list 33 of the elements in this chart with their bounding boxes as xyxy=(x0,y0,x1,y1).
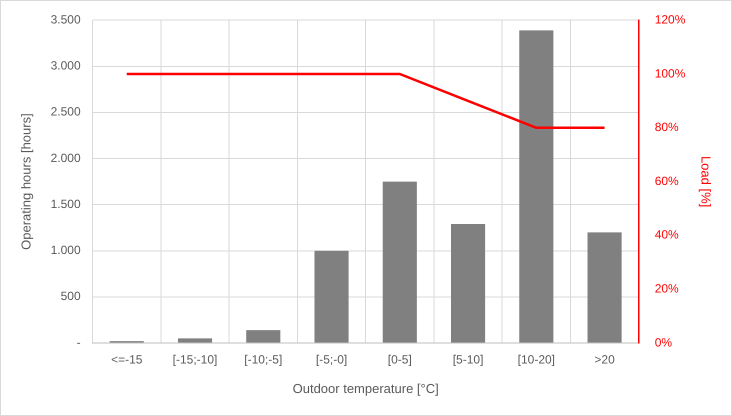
bar xyxy=(450,224,486,342)
y2-axis-title: Load [%] xyxy=(698,156,714,208)
x-tick-label: [-5;-0] xyxy=(316,352,348,367)
y2-tick-label: 80% xyxy=(654,120,680,134)
y-tick-label: 500 xyxy=(60,289,81,304)
x-tick-label: [0-5] xyxy=(388,352,412,367)
y-tick-label: 1.000 xyxy=(50,243,81,258)
y-tick-label: - xyxy=(76,335,81,350)
bar xyxy=(314,250,349,342)
y-tick-label: 3.500 xyxy=(50,12,81,27)
y-tick-label: 2.500 xyxy=(50,104,81,119)
y2-tick-label: 100% xyxy=(654,66,686,80)
y-tick-label: 3.000 xyxy=(50,58,81,73)
y2-tick-label: 40% xyxy=(654,228,680,242)
y-tick-label: 2.000 xyxy=(50,150,81,165)
bar xyxy=(246,330,280,342)
x-tick-label: <=-15 xyxy=(111,352,143,367)
y-axis-title: Operating hours [hours] xyxy=(18,113,34,250)
bar xyxy=(178,338,212,342)
x-axis-title: Outdoor temperature [°C] xyxy=(292,380,439,396)
x-tick-label: [5-10] xyxy=(452,352,484,367)
x-tick-label: [-15;-10] xyxy=(172,352,218,367)
bar xyxy=(588,232,622,342)
x-tick-label: >20 xyxy=(594,352,616,367)
x-tick-label: [10-20] xyxy=(518,352,555,367)
y2-tick-label: 60% xyxy=(654,174,680,188)
bar xyxy=(519,30,554,342)
y2-tick-label: 0% xyxy=(654,335,672,350)
bar xyxy=(382,182,417,342)
y-tick-label: 1.500 xyxy=(50,196,81,211)
x-tick-label: [-10;-5] xyxy=(244,352,282,367)
y2-tick-label: 120% xyxy=(654,12,686,27)
y2-tick-label: 20% xyxy=(654,282,680,296)
